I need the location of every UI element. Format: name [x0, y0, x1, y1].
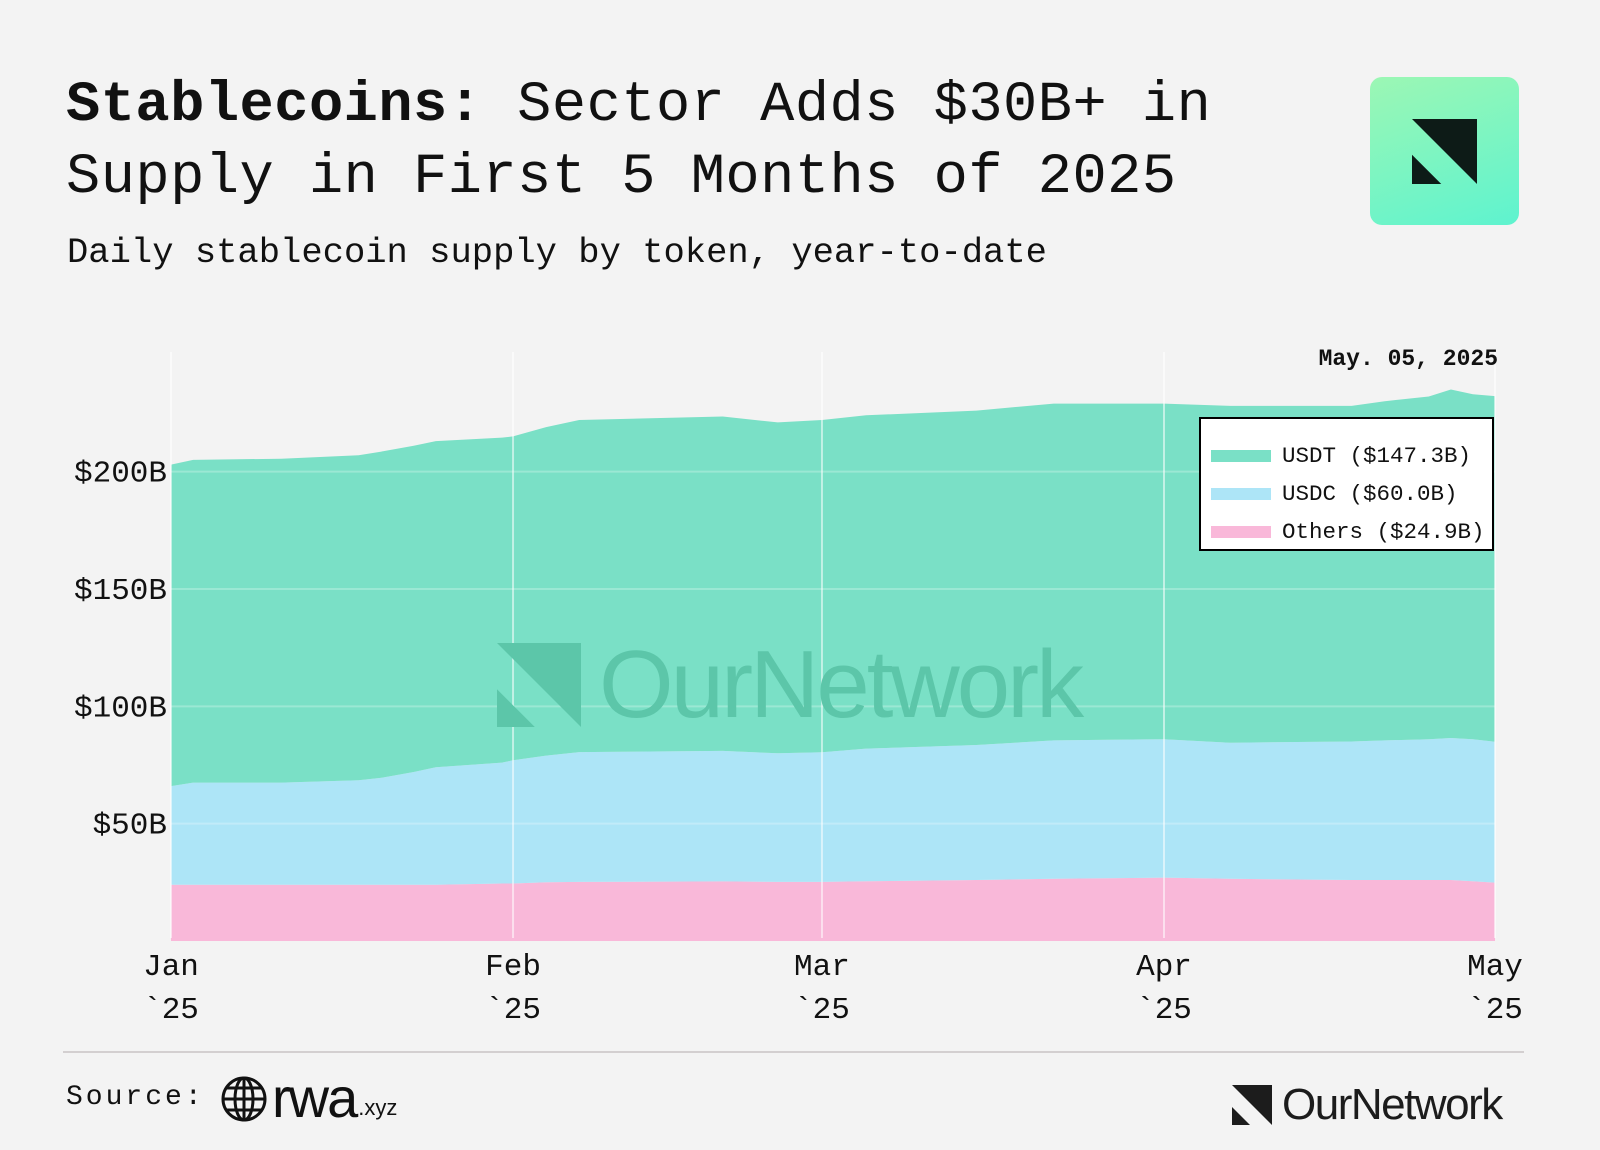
source-logo: rwa .xyz [220, 1066, 398, 1129]
watermark: OurNetwork [497, 630, 1084, 740]
x-tick-label-month: Mar [794, 950, 850, 985]
ournetwork-mark-icon [1232, 1085, 1272, 1125]
x-tick-label-month: May [1467, 950, 1523, 985]
x-tick-label-month: Jan [143, 950, 199, 985]
chart-subtitle: Daily stablecoin supply by token, year-t… [67, 232, 1047, 273]
x-tick-label-year: `25 [485, 993, 541, 1028]
chart-title: Stablecoins: Sector Adds $30B+ in Supply … [66, 70, 1211, 214]
legend-item-usdt: USDT ($147.3B) [1201, 437, 1492, 475]
footer-divider [63, 1051, 1524, 1053]
date-label: May. 05, 2025 [1318, 346, 1498, 372]
source-brand: rwa [272, 1066, 358, 1129]
publisher-logo: OurNetwork [1232, 1080, 1503, 1130]
x-tick-label-month: Apr [1136, 950, 1192, 985]
y-tick-label: $50B [93, 809, 167, 844]
legend-swatch [1211, 450, 1271, 462]
x-tick-label-year: `25 [143, 993, 199, 1028]
legend-swatch [1211, 526, 1271, 538]
x-tick-label-year: `25 [1136, 993, 1192, 1028]
y-tick-label: $150B [74, 574, 167, 609]
source-label: Source: [66, 1082, 205, 1113]
globe-icon [221, 1076, 267, 1122]
legend-item-others: Others ($24.9B) [1201, 513, 1492, 551]
ournetwork-logo-icon [1370, 77, 1519, 225]
source-brand-suffix: .xyz [358, 1095, 398, 1120]
legend-label: USDT ($147.3B) [1282, 443, 1472, 469]
title-bold: Stablecoins: [66, 74, 483, 138]
legend-label: Others ($24.9B) [1282, 519, 1485, 545]
watermark-text: OurNetwork [599, 631, 1084, 738]
y-tick-label: $100B [74, 691, 167, 726]
legend-swatch [1211, 488, 1271, 500]
title-line1: Sector Adds $30B+ in [482, 74, 1212, 138]
title-line2: Supply in First 5 Months of 2025 [66, 146, 1177, 210]
legend-label: USDC ($60.0B) [1282, 481, 1458, 507]
area-others [171, 877, 1495, 941]
x-tick-label-year: `25 [794, 993, 850, 1028]
legend-item-usdc: USDC ($60.0B) [1201, 475, 1492, 513]
stacked-area-chart: $50B $100B $150B $200B Jan `25 Feb `25 Mar `25 Apr… [73, 389, 1523, 1028]
x-tick-label-month: Feb [485, 950, 541, 985]
legend: USDT ($147.3B) USDC ($60.0B) Others ($24… [1199, 417, 1494, 551]
publisher-name: OurNetwork [1282, 1080, 1503, 1129]
x-tick-label-year: `25 [1467, 993, 1523, 1028]
y-tick-label: $200B [74, 457, 167, 492]
watermark-logo-icon [497, 643, 581, 727]
